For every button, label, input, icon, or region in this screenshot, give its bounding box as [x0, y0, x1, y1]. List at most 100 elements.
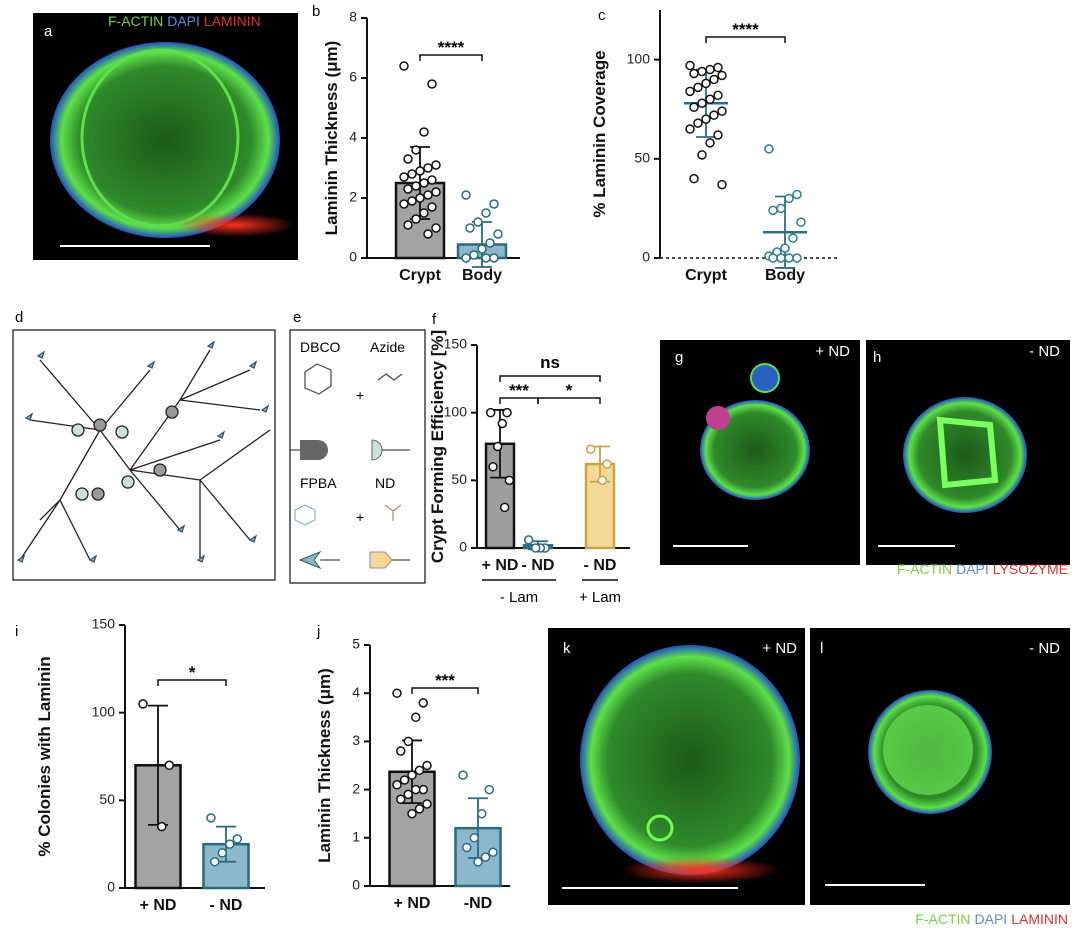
data-point — [423, 190, 433, 200]
data-point — [792, 189, 802, 200]
image-legend: F-ACTIN DAPI LAMININ — [915, 911, 1068, 927]
data-point — [465, 223, 475, 233]
y-tick-label: 150 — [444, 336, 468, 352]
data-point — [431, 187, 441, 197]
data-point — [422, 799, 432, 809]
data-point — [497, 418, 508, 429]
data-point — [403, 220, 413, 230]
data-point — [780, 243, 790, 253]
y-tick-label: 0 — [352, 877, 360, 893]
x-tick-label: - ND — [522, 557, 555, 574]
data-point — [217, 848, 227, 858]
data-point — [407, 169, 417, 179]
data-point — [530, 543, 541, 553]
data-point — [709, 74, 719, 85]
y-tick-label: 0 — [107, 879, 115, 895]
x-tick-label: + ND — [140, 897, 177, 914]
data-point — [709, 110, 719, 120]
significance-bracket — [537, 397, 601, 404]
panel-label: l — [820, 640, 823, 657]
plus: + — [356, 509, 364, 525]
data-point — [415, 166, 425, 176]
y-tick-label: 2 — [352, 780, 360, 796]
panel-label: j — [316, 623, 320, 640]
data-point — [458, 770, 468, 780]
data-point — [477, 244, 487, 254]
data-point — [689, 173, 699, 184]
x-tick-label: - ND — [584, 557, 617, 574]
data-point — [403, 789, 413, 800]
data-point — [693, 118, 703, 128]
chem-name: DBCO — [300, 339, 341, 355]
y-tick-label: 100 — [92, 703, 116, 719]
data-point — [419, 127, 429, 137]
data-point — [485, 238, 495, 248]
y-tick-label: 6 — [349, 69, 357, 85]
y-axis-label: % Colonies with Laminin — [35, 656, 54, 856]
data-point — [225, 839, 235, 849]
image-legend: F-ACTIN DAPI LAMININ — [108, 13, 261, 29]
data-point — [210, 856, 220, 867]
panel-label: h — [873, 349, 881, 366]
panel-label: b — [312, 3, 320, 20]
data-point — [685, 86, 695, 97]
x-tick-label: Body — [462, 267, 502, 284]
panel-label: k — [563, 640, 571, 657]
micrograph-a: a — [33, 13, 298, 260]
significance-label: * — [566, 381, 573, 400]
x-tick-label: + ND — [394, 895, 431, 912]
y-tick-label: 100 — [627, 50, 651, 66]
legend-entry: F-ACTIN — [897, 561, 952, 577]
significance-bracket — [411, 687, 479, 694]
data-point — [419, 178, 429, 188]
data-point — [427, 79, 437, 89]
group-label: - Lam — [500, 589, 538, 606]
y-axis-label: Laminin Thickness (μm) — [322, 41, 341, 236]
data-point — [138, 699, 148, 709]
significance-label: **** — [732, 20, 759, 39]
data-point — [411, 214, 421, 224]
data-point — [418, 698, 428, 708]
panel-label: i — [15, 623, 18, 640]
data-point — [705, 138, 715, 148]
y-tick-label: 3 — [352, 732, 360, 748]
y-tick-label: 0 — [642, 249, 650, 265]
y-tick-label: 50 — [634, 150, 650, 166]
legend-entry: DAPI — [975, 911, 1008, 927]
data-point — [689, 102, 699, 112]
data-point — [469, 250, 479, 260]
y-axis-label: Laminin Thickness (μm) — [315, 668, 334, 863]
data-point — [792, 253, 802, 263]
data-point — [419, 208, 429, 218]
data-point — [411, 181, 421, 191]
data-point — [392, 780, 402, 790]
data-point — [431, 223, 441, 233]
data-point — [597, 475, 608, 486]
panel-label: a — [44, 23, 53, 40]
data-point — [164, 760, 174, 771]
significance-label: **** — [438, 38, 465, 57]
data-point — [689, 68, 699, 79]
data-point — [415, 193, 425, 203]
x-tick-label: -ND — [464, 895, 492, 912]
data-point — [523, 535, 534, 545]
data-point — [488, 847, 498, 858]
significance-bracket — [419, 54, 483, 61]
data-point — [717, 179, 727, 190]
data-point — [396, 746, 406, 756]
data-point — [776, 203, 786, 214]
image-tag: - ND — [1029, 640, 1060, 657]
data-point — [602, 459, 612, 469]
legend-entry: LAMININ — [1011, 911, 1068, 927]
data-point — [717, 106, 727, 116]
panel-label: d — [15, 309, 23, 326]
data-point — [768, 253, 778, 263]
x-tick-label: Crypt — [399, 267, 441, 284]
plus: + — [356, 387, 364, 403]
image-tag: - ND — [1029, 343, 1060, 360]
data-point — [685, 124, 695, 134]
y-axis-label: % Laminin Coverage — [590, 50, 609, 217]
micrograph-kl: k + ND l - ND — [548, 628, 1070, 905]
data-point — [705, 64, 715, 75]
